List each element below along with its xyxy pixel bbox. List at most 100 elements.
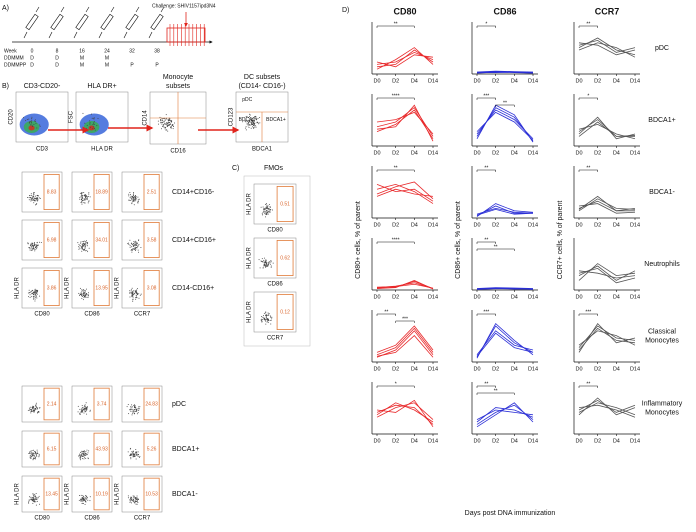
event-dot: [131, 500, 133, 502]
y-marker-label: HLA DR: [65, 483, 71, 505]
event-dot: [28, 289, 30, 291]
column-title: CD86: [493, 6, 516, 16]
event-dot: [79, 413, 81, 415]
x-tick-label: D14: [528, 78, 538, 84]
flow-plot: [121, 430, 163, 468]
event-dot: [31, 410, 33, 412]
event-dot: [138, 453, 140, 455]
event-dot: [272, 262, 274, 264]
event-dot: [80, 457, 82, 459]
event-dot: [35, 246, 37, 248]
event-dot: [30, 496, 32, 498]
event-dot: [133, 495, 135, 497]
event-dot: [269, 262, 271, 264]
event-dot: [136, 289, 138, 291]
event-dot: [78, 292, 80, 294]
event-dot: [85, 127, 87, 129]
event-dot: [267, 205, 269, 207]
event-dot: [35, 504, 37, 506]
event-dot: [265, 266, 267, 268]
event-dot: [89, 122, 91, 124]
event-dot: [81, 455, 83, 457]
row-value: D: [55, 55, 59, 61]
event-dot: [131, 502, 133, 504]
event-dot: [30, 291, 32, 293]
event-dot: [261, 316, 263, 318]
event-dot: [129, 197, 131, 199]
event-dot: [166, 123, 168, 125]
event-dot: [262, 211, 264, 213]
event-dot: [82, 112, 84, 114]
event-dot: [246, 123, 248, 125]
event-dot: [29, 247, 31, 249]
series-line: [376, 402, 434, 420]
event-dot: [28, 407, 30, 409]
event-dot: [170, 120, 172, 122]
event-dot: [34, 298, 36, 300]
event-dot: [80, 451, 82, 453]
event-dot: [133, 412, 135, 414]
event-dot: [132, 410, 134, 412]
event-dot: [129, 239, 131, 241]
event-dot: [35, 292, 37, 294]
event-dot: [132, 200, 134, 202]
flow-plot: [71, 267, 113, 309]
event-dot: [82, 242, 84, 244]
event-dot: [81, 453, 83, 455]
event-dot: [128, 242, 130, 244]
event-dot: [269, 211, 271, 213]
event-dot: [80, 494, 82, 496]
series-line: [476, 104, 534, 143]
event-dot: [131, 203, 133, 205]
event-dot: [138, 406, 140, 408]
event-dot: [29, 451, 31, 453]
event-dot: [266, 319, 268, 321]
event-dot: [135, 297, 137, 299]
event-dot: [266, 265, 268, 267]
event-dot: [30, 122, 32, 124]
event-dot: [82, 453, 84, 455]
x-tick-label: D2: [594, 150, 601, 156]
event-dot: [265, 207, 267, 209]
event-dot: [263, 211, 265, 213]
challenge-bracket: [166, 27, 206, 43]
event-dot: [255, 125, 257, 127]
event-dot: [26, 118, 28, 120]
event-dot: [137, 201, 139, 203]
event-dot: [79, 412, 81, 414]
event-dot: [31, 119, 33, 121]
event-dot: [30, 245, 32, 247]
event-dot: [29, 409, 31, 411]
y-marker-label: HLA DR: [65, 277, 71, 299]
event-dot: [32, 497, 34, 499]
event-dot: [244, 127, 246, 129]
event-dot: [132, 411, 134, 413]
event-dot: [35, 456, 37, 458]
x-tick-label: D14: [528, 366, 538, 372]
event-dot: [32, 298, 34, 300]
y-axis-label: CD14: [143, 110, 149, 126]
marker-label: CD86: [84, 516, 100, 522]
event-dot: [85, 497, 87, 499]
event-dot: [31, 293, 33, 295]
event-dot: [83, 294, 85, 296]
event-dot: [28, 500, 30, 502]
event-dot: [269, 320, 271, 322]
gating-title: subsets: [166, 83, 191, 90]
event-dot: [36, 247, 38, 249]
event-dot: [132, 198, 134, 200]
x-tick-label: D14: [528, 294, 538, 300]
event-dot: [36, 291, 38, 293]
event-dot: [135, 243, 137, 245]
event-dot: [251, 118, 253, 120]
event-dot: [31, 408, 33, 410]
marker-label: CCR7: [134, 516, 151, 522]
event-dot: [88, 193, 90, 195]
significance: **: [384, 309, 388, 315]
x-tick-label: D2: [594, 366, 601, 372]
event-dot: [132, 244, 134, 246]
event-dot: [135, 408, 137, 410]
event-dot: [167, 123, 169, 125]
event-dot: [83, 450, 85, 452]
x-tick-label: D2: [392, 222, 399, 228]
